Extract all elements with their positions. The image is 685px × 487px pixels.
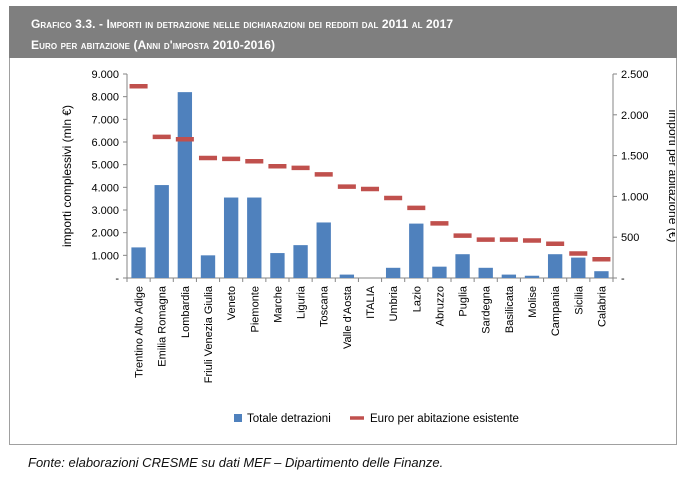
legend-swatch-totale xyxy=(234,414,242,422)
left-tick-label: 8.000 xyxy=(91,92,119,104)
bar-totale-detrazioni xyxy=(478,267,493,278)
x-tick-label: Veneto xyxy=(226,286,238,320)
x-tick-label: Valle d'Aosta xyxy=(342,285,354,349)
bar-totale-detrazioni xyxy=(385,267,401,278)
x-tick-label: Friuli Venezia Giulia xyxy=(203,285,215,383)
left-tick-label: 9.000 xyxy=(91,69,119,81)
right-axis-title: importi per abitazione (€) xyxy=(666,110,675,243)
right-tick-label: 500 xyxy=(621,232,639,244)
x-tick-label: Basilicata xyxy=(504,285,516,333)
left-tick-label: 6.000 xyxy=(91,137,119,149)
x-tick-label: Emilia Romagna xyxy=(157,285,169,367)
x-tick-label: Sicilia xyxy=(573,285,585,315)
x-tick-label: Trentino Alto Adige xyxy=(134,286,146,378)
bar-totale-detrazioni xyxy=(432,266,447,278)
right-tick-label: 2.000 xyxy=(621,110,649,122)
bar-totale-detrazioni xyxy=(270,253,285,278)
left-tick-label: 7.000 xyxy=(91,114,119,126)
bar-totale-detrazioni xyxy=(571,257,586,278)
x-tick-label: Liguria xyxy=(296,285,308,319)
bar-totale-detrazioni xyxy=(409,223,424,278)
left-tick-label: 3.000 xyxy=(91,205,119,217)
x-tick-label: Lombardia xyxy=(180,285,192,338)
bar-totale-detrazioni xyxy=(247,197,262,278)
left-tick-label: 1.000 xyxy=(91,250,119,262)
bar-totale-detrazioni xyxy=(177,92,193,278)
x-tick-label: Molise xyxy=(527,286,539,318)
right-tick-label: - xyxy=(621,273,625,285)
bar-totale-detrazioni xyxy=(316,222,331,278)
left-tick-label: 4.000 xyxy=(91,182,119,194)
x-tick-label: Calabria xyxy=(596,285,608,327)
bar-totale-detrazioni xyxy=(594,271,609,278)
x-tick-label: Piemonte xyxy=(249,286,261,332)
bar-totale-detrazioni xyxy=(154,185,169,278)
bar-totale-detrazioni xyxy=(200,255,216,278)
figure-title-line2: Euro per abitazione (Anni d'imposta 2010… xyxy=(31,38,276,52)
bar-totale-detrazioni xyxy=(223,197,239,278)
x-tick-label: Toscana xyxy=(319,285,331,327)
figure-header: Grafico 3.3. - Importi in detrazione nel… xyxy=(9,6,677,58)
chart-frame xyxy=(9,58,677,445)
x-tick-label: Abruzzo xyxy=(434,286,446,326)
left-tick-label: 2.000 xyxy=(91,228,119,240)
right-tick-label: 1.500 xyxy=(621,151,649,163)
x-tick-label: Lazio xyxy=(411,286,423,312)
left-tick-label: - xyxy=(115,273,119,285)
right-tick-label: 2.500 xyxy=(621,69,649,81)
figure-title-line1: Grafico 3.3. - Importi in detrazione nel… xyxy=(31,17,454,31)
bar-totale-detrazioni xyxy=(501,274,517,278)
bar-totale-detrazioni xyxy=(131,247,146,278)
left-tick-label: 5.000 xyxy=(91,160,119,172)
bar-totale-detrazioni xyxy=(293,245,308,278)
bar-totale-detrazioni xyxy=(455,254,470,278)
bar-totale-detrazioni xyxy=(524,275,540,278)
x-tick-label: ITALIA xyxy=(365,285,377,318)
legend-label-totale: Totale detrazioni xyxy=(247,413,331,425)
bar-totale-detrazioni xyxy=(339,274,355,278)
right-tick-label: 1.000 xyxy=(621,191,649,203)
x-tick-label: Sardegna xyxy=(481,285,493,334)
x-tick-label: Puglia xyxy=(458,285,470,316)
left-axis-title: importi complessivi (mln €) xyxy=(60,105,74,247)
x-tick-label: Campania xyxy=(550,285,562,336)
x-tick-label: Umbria xyxy=(388,285,400,321)
source-note: Fonte: elaborazioni CRESME su dati MEF –… xyxy=(28,455,444,470)
x-tick-label: Marche xyxy=(272,286,284,323)
bar-totale-detrazioni xyxy=(547,254,563,278)
chart: - 1.000 2.000 3.000 4.000 5.000 6.000 7.000 8.00… xyxy=(60,69,675,425)
legend-label-euro: Euro per abitazione esistente xyxy=(370,413,519,425)
